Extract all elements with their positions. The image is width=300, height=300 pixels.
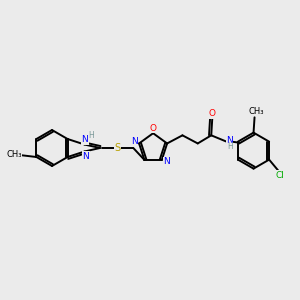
Text: CH₃: CH₃ — [249, 107, 264, 116]
Text: O: O — [209, 109, 216, 118]
Text: CH₃: CH₃ — [6, 150, 22, 159]
Text: N: N — [82, 152, 89, 161]
Text: N: N — [164, 158, 170, 166]
Text: H: H — [228, 142, 233, 151]
Text: H: H — [88, 131, 94, 140]
Text: N: N — [131, 137, 137, 146]
Text: S: S — [114, 143, 120, 153]
Text: Cl: Cl — [276, 171, 285, 180]
Text: O: O — [150, 124, 157, 133]
Text: N: N — [81, 135, 88, 144]
Text: N: N — [226, 136, 233, 145]
